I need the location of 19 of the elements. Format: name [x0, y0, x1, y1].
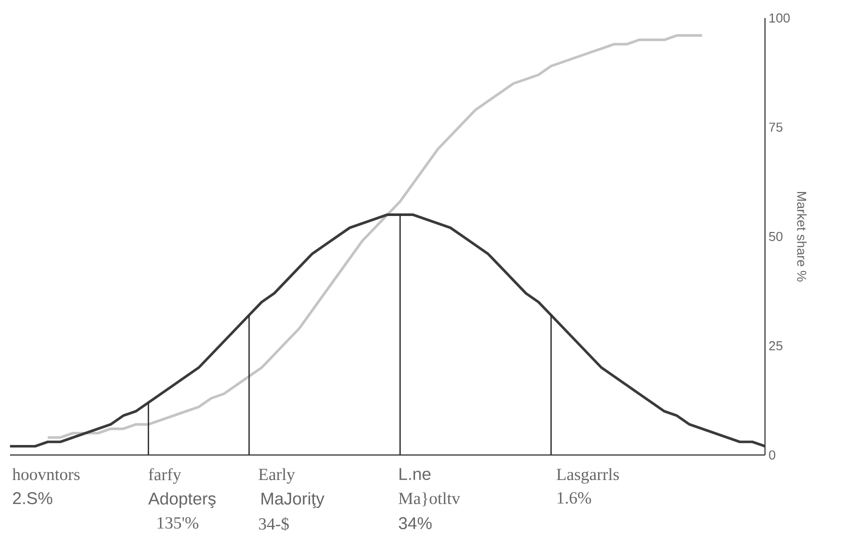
text: 2.S%: [13, 492, 52, 504]
y-tick-label: 0: [769, 450, 776, 460]
y-tick-label: 25: [769, 341, 782, 350]
text: Early: [258, 468, 295, 484]
text: Ma}otltv: [398, 492, 460, 506]
y-tick-label: 100: [770, 13, 790, 23]
text: 34%: [398, 517, 432, 530]
text: 135'%: [158, 517, 198, 529]
text: hoovntors: [12, 468, 80, 480]
y-axis-title: Market share %: [797, 192, 807, 282]
y-tick-label: 75: [769, 122, 782, 132]
text: farfy: [148, 468, 182, 484]
text: MaJoriţy: [262, 492, 324, 508]
text: Lasgarrls: [556, 468, 619, 484]
y-tick-label: 50: [769, 232, 782, 242]
text: 1.6%: [558, 492, 592, 504]
text: 34-$: [259, 517, 289, 531]
text: Adopterş: [148, 492, 216, 508]
text: L.ne: [400, 468, 431, 480]
